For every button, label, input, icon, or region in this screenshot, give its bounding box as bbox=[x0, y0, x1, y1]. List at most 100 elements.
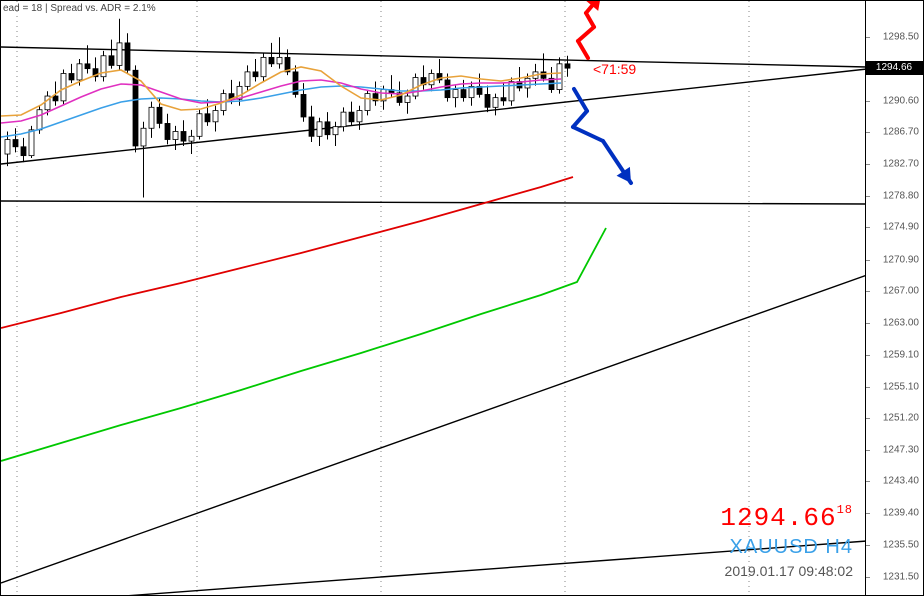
y-tick-mark bbox=[866, 227, 870, 228]
symbol-label: XAUUSD H4 bbox=[730, 536, 854, 559]
candle-body bbox=[5, 140, 10, 154]
candle-body bbox=[461, 90, 466, 98]
ma-mid-line bbox=[1, 79, 561, 123]
y-axis: 1298.50 1294.66 1290.60 1286.70 1282.70 1278.… bbox=[866, 0, 924, 596]
scenario-down-arrow-seg bbox=[573, 111, 587, 127]
candle-body bbox=[317, 122, 322, 136]
candle-body bbox=[333, 127, 338, 135]
trend-line bbox=[1, 47, 867, 67]
candle-body bbox=[213, 111, 218, 122]
candle-body bbox=[165, 123, 170, 139]
scenario-up-arrow-seg bbox=[578, 27, 594, 41]
y-tick-mark bbox=[866, 196, 870, 197]
plot-area[interactable]: ead = 18 | Spread vs. ADR = 2.1% <71:59 … bbox=[0, 0, 866, 596]
chart-root: ead = 18 | Spread vs. ADR = 2.1% <71:59 … bbox=[0, 0, 924, 596]
y-tick-label: 1282.70 bbox=[883, 159, 919, 170]
candle-body bbox=[253, 72, 258, 77]
candle-body bbox=[205, 114, 210, 122]
candle-body bbox=[53, 96, 58, 101]
y-tick-label: 1298.50 bbox=[883, 32, 919, 43]
candle-body bbox=[21, 147, 26, 156]
big-price-label: 1294.6618 bbox=[720, 503, 853, 533]
symbol-name: XAUUSD bbox=[730, 536, 819, 558]
candle-body bbox=[61, 73, 66, 100]
candle-body bbox=[493, 98, 498, 108]
y-tick-mark bbox=[866, 37, 870, 38]
candle-body bbox=[341, 112, 346, 126]
candle-body bbox=[453, 90, 458, 98]
candle-body bbox=[125, 43, 130, 70]
y-tick-label: 1286.70 bbox=[883, 127, 919, 138]
y-tick-mark bbox=[866, 101, 870, 102]
y-tick-mark bbox=[866, 260, 870, 261]
y-tick-mark bbox=[866, 387, 870, 388]
candle-body bbox=[29, 130, 34, 156]
candle-body bbox=[85, 64, 90, 69]
y-tick-label: 1239.40 bbox=[883, 508, 919, 519]
y-tick-mark bbox=[866, 481, 870, 482]
candle-body bbox=[429, 73, 434, 84]
y-tick-label: 1274.90 bbox=[883, 222, 919, 233]
candle-body bbox=[149, 107, 154, 128]
y-tick-mark bbox=[866, 418, 870, 419]
timeframe: H4 bbox=[825, 536, 853, 558]
candle-body bbox=[109, 56, 114, 66]
candle-body bbox=[485, 94, 490, 107]
candle-body bbox=[365, 94, 370, 111]
candle-body bbox=[525, 78, 530, 88]
y-tick-mark bbox=[866, 291, 870, 292]
candle-body bbox=[405, 96, 410, 102]
candle-body bbox=[197, 114, 202, 137]
candle-body bbox=[173, 131, 178, 139]
big-price-main: 1294.66 bbox=[720, 503, 836, 533]
candle-body bbox=[349, 112, 354, 122]
candle-body bbox=[141, 128, 146, 146]
y-tick-mark bbox=[866, 355, 870, 356]
y-tick-label: 1263.00 bbox=[883, 318, 919, 329]
candle-body bbox=[301, 94, 306, 117]
big-price-frac: 18 bbox=[837, 503, 853, 517]
candle-body bbox=[69, 73, 74, 79]
candle-body bbox=[77, 64, 82, 80]
candle-body bbox=[261, 57, 266, 76]
candle-body bbox=[501, 98, 506, 101]
y-tick-mark bbox=[866, 545, 870, 546]
candle-body bbox=[157, 107, 162, 123]
candle-body bbox=[133, 70, 138, 146]
countdown-label: <71:59 bbox=[593, 61, 636, 77]
y-tick-mark bbox=[866, 323, 870, 324]
timestamp-label: 2019.01.17 09:48:02 bbox=[725, 563, 853, 579]
y-tick-label: 1267.00 bbox=[883, 285, 919, 296]
y-tick-label: 1255.10 bbox=[883, 381, 919, 392]
candle-body bbox=[37, 110, 42, 130]
y-tick-mark bbox=[866, 164, 870, 165]
candle-body bbox=[309, 117, 314, 136]
trend-line bbox=[1, 201, 867, 204]
current-price-tag: 1294.66 bbox=[865, 61, 923, 75]
scenario-up-arrow-seg bbox=[586, 13, 594, 27]
header-spread-text: ead = 18 | Spread vs. ADR = 2.1% bbox=[3, 3, 156, 14]
y-tick-label: 1247.30 bbox=[883, 444, 919, 455]
scenario-down-arrow-seg bbox=[573, 127, 603, 141]
y-tick-label: 1243.40 bbox=[883, 476, 919, 487]
candle-body bbox=[325, 122, 330, 135]
y-tick-label: 1231.50 bbox=[883, 571, 919, 582]
y-tick-mark bbox=[866, 513, 870, 514]
y-tick-mark bbox=[866, 132, 870, 133]
candle-body bbox=[277, 57, 282, 63]
candle-body bbox=[181, 131, 186, 141]
y-tick-label: 1278.80 bbox=[883, 190, 919, 201]
candle-body bbox=[117, 43, 122, 66]
y-tick-label: 1235.50 bbox=[883, 539, 919, 550]
y-tick-mark bbox=[866, 577, 870, 578]
ma-green-line bbox=[1, 228, 606, 461]
candle-body bbox=[245, 72, 250, 86]
y-tick-mark bbox=[866, 450, 870, 451]
candle-body bbox=[269, 57, 274, 63]
y-tick-label: 1290.60 bbox=[883, 95, 919, 106]
candle-body bbox=[13, 140, 18, 147]
candle-body bbox=[541, 72, 546, 78]
candle-body bbox=[557, 64, 562, 90]
y-tick-label: 1259.10 bbox=[883, 349, 919, 360]
scenario-up-arrow-seg bbox=[578, 41, 588, 58]
